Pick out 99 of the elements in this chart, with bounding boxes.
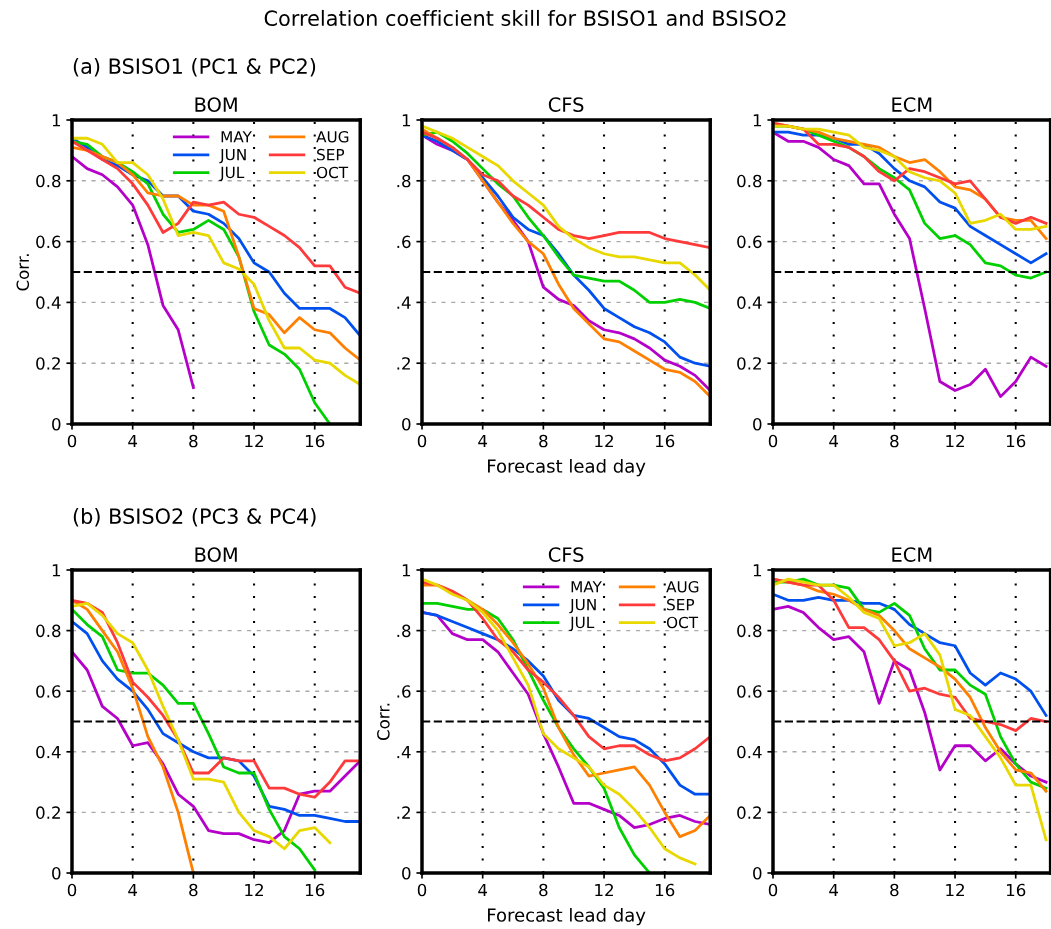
line-series: [72, 601, 332, 851]
y-tick-label: 0.8: [737, 624, 762, 638]
x-tick-label: 8: [539, 434, 548, 448]
y-tick-label: .6: [397, 685, 411, 698]
y-tick-label: .4: [397, 745, 411, 759]
legend-label: JUL: [219, 166, 245, 182]
y-tick-label: 1: [753, 564, 762, 577]
y-tick-label: .8: [397, 624, 411, 638]
chart-title: BOM: [195, 97, 237, 112]
x-tick-label: 4: [128, 434, 138, 448]
line-series: [422, 577, 697, 866]
x-tick-label: 16: [1006, 434, 1026, 448]
legend-label: OCT: [316, 166, 349, 179]
x-tick-label: 12: [946, 434, 964, 448]
chart-title: CFS: [548, 547, 584, 562]
x-tick-label: 16: [305, 883, 325, 897]
x-axis-title: Forecast lead day: [488, 907, 646, 926]
x-tick-label: 4: [128, 883, 138, 897]
x-tick-label: 8: [890, 883, 899, 897]
y-tick-label: 1: [402, 114, 411, 127]
y-tick-label: 0.6: [36, 235, 61, 249]
y-axis-title: Corr.: [377, 703, 390, 741]
text: Correlation coefficient skill for BSISO1 and BSISO2: [264, 9, 786, 27]
x-tick-label: 4: [829, 434, 839, 448]
x-tick-label: 0: [768, 434, 778, 448]
y-tick-label: 0.2: [36, 806, 60, 819]
x-tick-label: 8: [189, 883, 198, 897]
y-tick-label: 0.8: [36, 174, 61, 188]
text: (a) BSISO1 (PC1 & PC2): [73, 57, 316, 77]
x-tick-label: 0: [768, 883, 778, 897]
y-tick-label: 0: [753, 866, 762, 880]
y-tick-label: 0.4: [737, 745, 762, 759]
y-axis-title: Corr.: [16, 254, 30, 291]
legend-label: MAY: [571, 581, 602, 593]
y-tick-label: 0.8: [737, 174, 762, 188]
y-tick-label: .8: [397, 174, 411, 188]
legend-label: MAY: [221, 131, 252, 143]
legend-label: JUN: [219, 149, 246, 164]
y-tick-label: 0: [52, 417, 61, 431]
y-tick-label: .6: [397, 235, 411, 249]
x-tick-label: 12: [245, 883, 263, 897]
line-series: [72, 608, 317, 872]
y-tick-label: 0.4: [36, 296, 61, 309]
text: (b) BSISO2 (PC3 & PC4): [73, 507, 316, 527]
legend-label: AUG: [666, 580, 699, 593]
y-tick-label: 0.6: [737, 685, 762, 698]
legend-label: JUL: [569, 616, 595, 632]
x-tick-label: 12: [946, 883, 964, 897]
x-tick-label: 0: [417, 434, 427, 448]
y-tick-label: 0: [52, 866, 61, 880]
x-tick-label: 8: [539, 883, 548, 897]
x-tick-label: 8: [189, 434, 198, 448]
chart-title: ECM: [892, 97, 932, 112]
x-tick-label: 4: [829, 883, 839, 897]
chart-title: ECM: [892, 547, 932, 562]
y-tick-label: 0: [402, 417, 411, 431]
chart-title: BOM: [195, 547, 237, 562]
line-series: [72, 650, 361, 845]
legend-label: SEP: [667, 598, 695, 611]
x-tick-label: 12: [245, 434, 263, 448]
y-tick-label: 1: [402, 564, 411, 577]
x-tick-label: 4: [478, 434, 488, 448]
y-tick-label: .2: [397, 357, 410, 370]
legend-label: JUN: [569, 599, 596, 614]
y-tick-label: 0: [402, 866, 411, 880]
y-tick-label: 0.2: [737, 357, 761, 370]
y-tick-label: 0.6: [737, 235, 762, 249]
x-axis-title: Forecast lead day: [488, 458, 646, 477]
x-tick-label: 16: [655, 434, 675, 448]
x-tick-label: 0: [67, 434, 77, 448]
x-tick-label: 12: [595, 434, 613, 448]
legend-label: OCT: [666, 616, 699, 629]
x-tick-label: 16: [305, 434, 325, 448]
y-tick-label: .4: [397, 296, 411, 309]
y-tick-label: 1: [52, 564, 61, 577]
x-tick-label: 16: [655, 883, 675, 897]
x-tick-label: 0: [417, 883, 427, 897]
y-tick-label: 0.8: [36, 624, 61, 638]
y-tick-label: 0.4: [737, 296, 762, 309]
legend-label: AUG: [316, 130, 349, 143]
y-tick-label: 0.6: [36, 685, 61, 698]
x-tick-label: 16: [1006, 883, 1026, 897]
legend-label: SEP: [317, 148, 345, 161]
y-tick-label: 1: [52, 114, 61, 127]
line-series: [422, 130, 711, 250]
x-tick-label: 12: [595, 883, 613, 897]
y-tick-label: 1: [753, 114, 762, 127]
y-tick-label: 0.2: [36, 357, 60, 370]
line-series: [773, 604, 1048, 784]
y-tick-label: 0: [753, 417, 762, 431]
y-tick-label: 0.4: [36, 745, 61, 759]
chart-title: CFS: [548, 97, 584, 112]
x-tick-label: 0: [67, 883, 77, 897]
x-tick-label: 4: [478, 883, 488, 897]
y-tick-label: 0.2: [737, 806, 761, 819]
line-series: [72, 155, 195, 389]
y-tick-label: .2: [397, 806, 410, 819]
x-tick-label: 8: [890, 434, 899, 448]
line-series: [773, 577, 1048, 842]
